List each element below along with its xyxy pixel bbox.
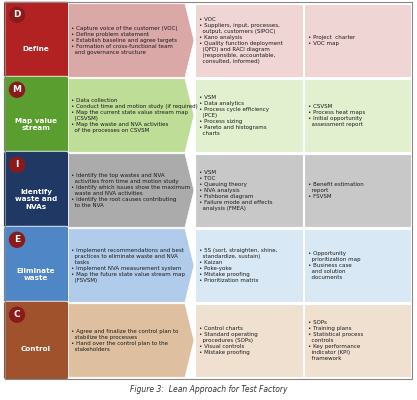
FancyBboxPatch shape — [195, 229, 303, 302]
Circle shape — [10, 307, 25, 322]
FancyBboxPatch shape — [304, 154, 411, 227]
Circle shape — [10, 7, 25, 22]
Text: I: I — [15, 160, 19, 169]
FancyBboxPatch shape — [304, 229, 411, 302]
Text: • Opportunity
  prioritization map
• Business case
  and solution
  documents: • Opportunity prioritization map • Busin… — [308, 251, 361, 280]
FancyBboxPatch shape — [304, 304, 411, 377]
Text: Identify
waste and
NVAs: Identify waste and NVAs — [15, 189, 57, 210]
Text: • VOC
• Suppliers, input, processes,
  output, customers (SIPOC)
• Kano analysis: • VOC • Suppliers, input, processes, out… — [199, 17, 283, 64]
FancyBboxPatch shape — [3, 301, 68, 380]
FancyBboxPatch shape — [3, 76, 68, 155]
FancyBboxPatch shape — [3, 151, 68, 230]
FancyBboxPatch shape — [195, 4, 303, 77]
Polygon shape — [67, 154, 194, 227]
Polygon shape — [67, 304, 194, 377]
Text: M: M — [13, 85, 22, 94]
Circle shape — [10, 157, 25, 172]
Text: • Project  charter
• VOC map: • Project charter • VOC map — [308, 35, 355, 46]
Text: • Identify the top wastes and NVA
  activities from time and motion study
• Iden: • Identify the top wastes and NVA activi… — [71, 173, 190, 208]
FancyBboxPatch shape — [3, 226, 68, 305]
Text: E: E — [14, 235, 20, 244]
Text: • Capture voice of the customer (VOC)
• Define problem statement
• Establish bas: • Capture voice of the customer (VOC) • … — [71, 26, 178, 55]
Polygon shape — [67, 229, 194, 302]
Text: • VSM
• Data analytics
• Process cycle efficiency
  (PCE)
• Process sizing
• Par: • VSM • Data analytics • Process cycle e… — [199, 95, 269, 136]
Text: • SOPs
• Training plans
• Statistical process
  controls
• Key performance
  ind: • SOPs • Training plans • Statistical pr… — [308, 320, 363, 361]
Text: Define: Define — [23, 46, 49, 52]
Text: • Benefit estimation
  report
• FSVSM: • Benefit estimation report • FSVSM — [308, 182, 364, 199]
Circle shape — [10, 82, 25, 97]
Text: • Agree and finalize the control plan to
  stabilize the processes
• Hand over t: • Agree and finalize the control plan to… — [71, 329, 178, 352]
Text: • VSM
• TOC
• Queuing theory
• NVA analysis
• Fishbone diagram
• Failure mode an: • VSM • TOC • Queuing theory • NVA analy… — [199, 170, 272, 211]
FancyBboxPatch shape — [3, 1, 68, 80]
Circle shape — [10, 232, 25, 247]
Text: C: C — [14, 310, 20, 319]
FancyBboxPatch shape — [304, 79, 411, 152]
Text: D: D — [13, 10, 21, 19]
FancyBboxPatch shape — [304, 4, 411, 77]
Polygon shape — [67, 4, 194, 77]
FancyBboxPatch shape — [195, 304, 303, 377]
Text: • CSVSM
• Process heat maps
• Initial opportunity
  assessment report: • CSVSM • Process heat maps • Initial op… — [308, 104, 365, 127]
FancyBboxPatch shape — [195, 79, 303, 152]
Text: Control: Control — [21, 346, 51, 352]
FancyBboxPatch shape — [195, 154, 303, 227]
Text: • Implement recommendations and best
  practices to eliminate waste and NVA
  ta: • Implement recommendations and best pra… — [71, 248, 185, 283]
Text: • Data collection
• Conduct time and motion study (if required)
• Map the curren: • Data collection • Conduct time and mot… — [71, 98, 198, 133]
Text: • 5S (sort, straighten, shine,
  standardize, sustain)
• Kaizan
• Poke-yoke
• Mi: • 5S (sort, straighten, shine, standardi… — [199, 248, 277, 283]
Text: • Control charts
• Standard operating
  procedures (SOPs)
• Visual controls
• Mi: • Control charts • Standard operating pr… — [199, 326, 258, 355]
Text: Eliminate
waste: Eliminate waste — [17, 268, 55, 281]
Text: Figure 3:  Lean Approach for Test Factory: Figure 3: Lean Approach for Test Factory — [130, 384, 287, 394]
Polygon shape — [67, 79, 194, 152]
Text: Map value
stream: Map value stream — [15, 118, 57, 131]
